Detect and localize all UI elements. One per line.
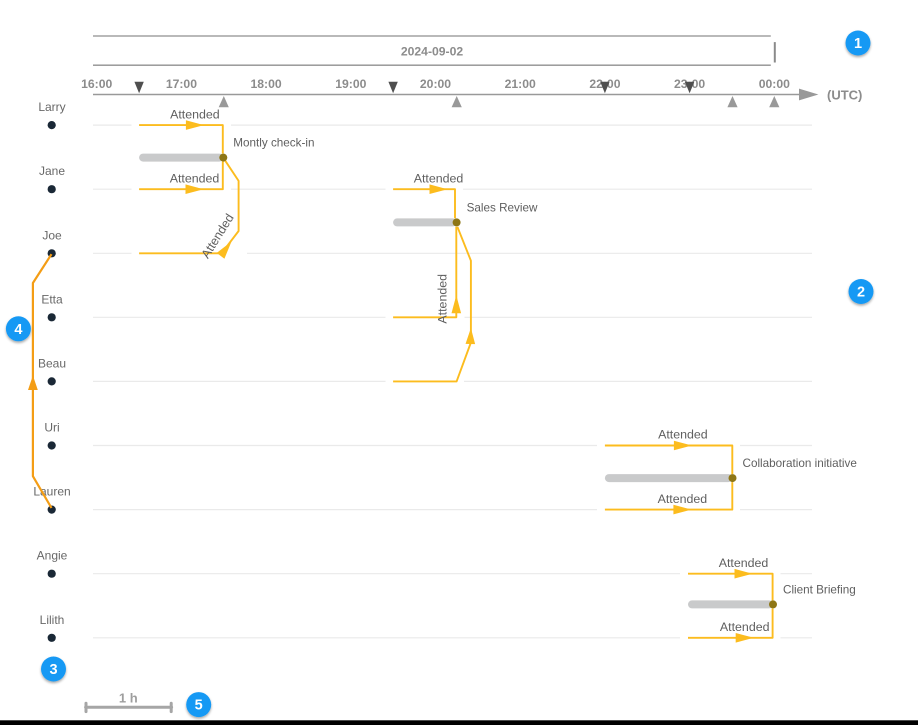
svg-text:21:00: 21:00 [505, 77, 536, 91]
svg-text:4: 4 [14, 322, 22, 338]
svg-text:17:00: 17:00 [166, 77, 197, 91]
svg-text:2024-09-02: 2024-09-02 [401, 45, 464, 59]
svg-text:18:00: 18:00 [251, 77, 282, 91]
svg-text:Attended: Attended [658, 492, 708, 506]
svg-text:5: 5 [195, 698, 203, 714]
svg-text:Attended: Attended [170, 107, 220, 121]
svg-text:Sales Review: Sales Review [467, 201, 538, 214]
svg-text:16:00: 16:00 [81, 77, 112, 91]
svg-text:1 h: 1 h [119, 691, 138, 706]
svg-text:Attended: Attended [719, 556, 769, 570]
svg-text:Attended: Attended [720, 620, 770, 634]
svg-text:3: 3 [49, 662, 57, 678]
svg-text:Lauren: Lauren [33, 485, 70, 499]
svg-text:Larry: Larry [38, 100, 65, 114]
svg-text:Attended: Attended [414, 171, 464, 185]
svg-text:2: 2 [857, 285, 865, 301]
svg-text:Joe: Joe [42, 228, 62, 242]
svg-text:Angie: Angie [37, 549, 68, 563]
svg-text:Client Briefing: Client Briefing [783, 583, 856, 596]
svg-text:20:00: 20:00 [420, 77, 451, 91]
svg-text:Etta: Etta [41, 292, 63, 306]
svg-text:19:00: 19:00 [335, 77, 366, 91]
svg-text:Attended: Attended [170, 171, 220, 185]
svg-text:(UTC): (UTC) [827, 88, 862, 103]
svg-text:Beau: Beau [38, 356, 66, 370]
svg-text:Uri: Uri [44, 421, 59, 435]
svg-text:Jane: Jane [39, 164, 65, 178]
svg-text:00:00: 00:00 [759, 77, 790, 91]
svg-text:Collaboration initiative: Collaboration initiative [743, 457, 857, 470]
svg-text:1: 1 [854, 36, 862, 52]
svg-text:Attended: Attended [658, 428, 708, 442]
svg-text:Lilith: Lilith [40, 613, 65, 627]
svg-text:Attended: Attended [435, 274, 449, 324]
svg-text:Montly check-in: Montly check-in [233, 137, 314, 150]
